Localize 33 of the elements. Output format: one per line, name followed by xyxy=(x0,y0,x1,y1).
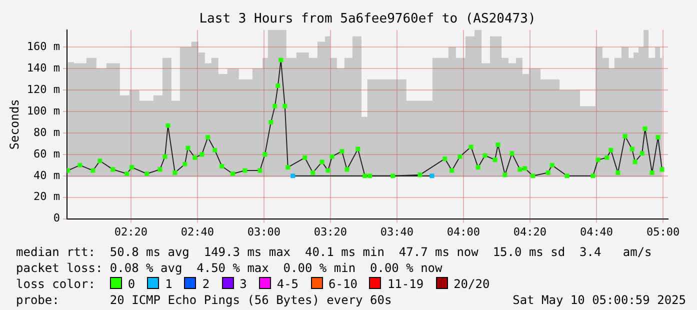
x-tick-label: 02:20 xyxy=(114,225,148,238)
text: median rtt: 50.8 ms avg 149.3 ms max 40.1 ms min 47.7 ms now 15.0 ms sd 3.4 am/s xyxy=(16,244,653,260)
legend-label: 11-19 xyxy=(386,277,424,291)
x-tick-label: 03:20 xyxy=(314,225,348,238)
text: packet loss: 0.08 % avg 4.50 % max 0.00 % min 0.00 % now xyxy=(16,260,444,276)
legend-label: 1 xyxy=(164,277,172,291)
text: Sat May 10 05:00:59 2025 xyxy=(512,292,686,308)
y-axis-title: Seconds xyxy=(7,99,22,150)
x-tick-label: 04:40 xyxy=(580,225,614,238)
legend-label: 4-5 xyxy=(276,277,299,291)
y-tick-label: 160 m xyxy=(26,40,60,54)
y-tick-label: 20 m xyxy=(34,190,60,204)
x-tick-label: 05:00 xyxy=(646,225,680,238)
y-tick-label: 60 m xyxy=(34,147,60,160)
legend-title: loss color: xyxy=(16,277,96,291)
y-tick-label: 40 m xyxy=(34,168,60,182)
x-tick-label: 03:40 xyxy=(380,225,414,238)
y-tick-label: 80 m xyxy=(34,126,60,139)
y-tick-label: 140 m xyxy=(26,61,60,74)
chart-title: Last 3 Hours from 5a6fee9760ef to (AS20473) xyxy=(199,11,536,26)
legend-label: 0 xyxy=(126,277,136,291)
y-tick-label: 100 m xyxy=(26,104,60,118)
x-tick-label: 04:20 xyxy=(513,225,547,238)
x-tick-label: 03:00 xyxy=(247,225,281,238)
legend-label: 3 xyxy=(238,277,247,291)
text: probe: 20 ICMP Echo Pings (56 Bytes) every 60s xyxy=(16,293,392,307)
legend-label: 6-10 xyxy=(328,277,358,291)
legend-label: 2 xyxy=(201,277,210,291)
legend-label: 20/20 xyxy=(452,277,490,291)
y-tick-label: 120 m xyxy=(26,82,60,96)
y-tick-label: 0 xyxy=(53,212,60,225)
x-tick-label: 04:00 xyxy=(446,225,480,238)
x-tick-label: 02:40 xyxy=(180,225,214,238)
